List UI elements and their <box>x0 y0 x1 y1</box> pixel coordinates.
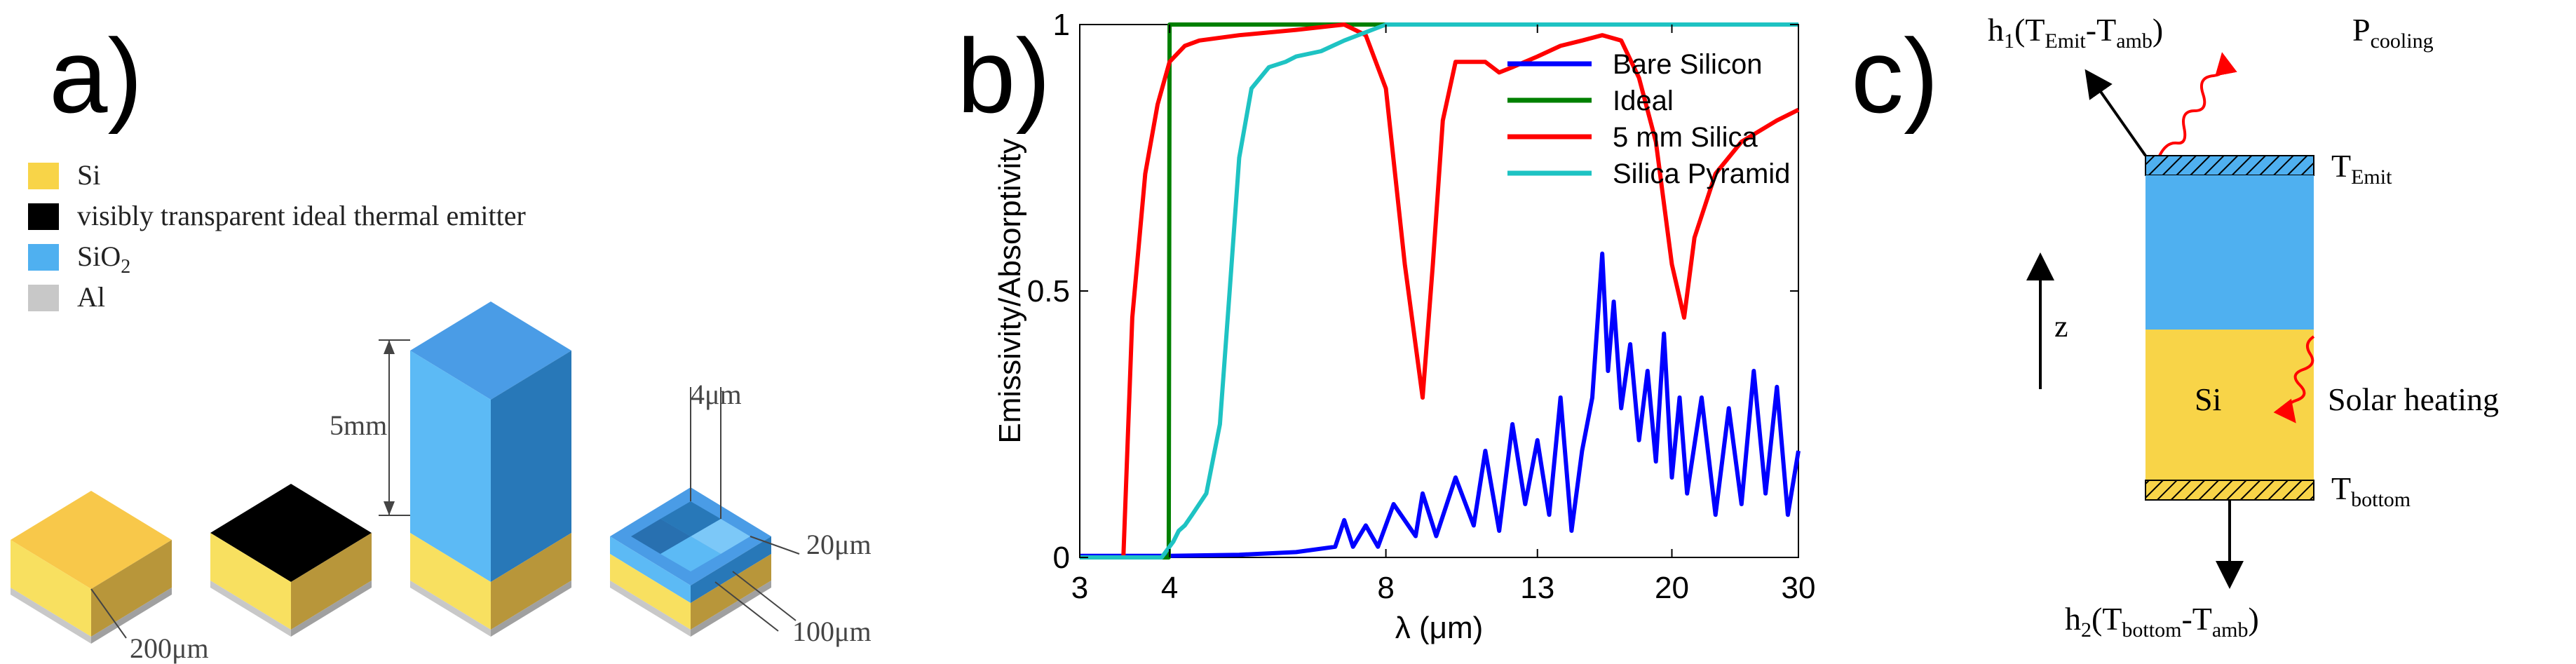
legend-label: 5 mm Silica <box>1613 122 1758 153</box>
panel-c-figure: c) h1(TEmit-Tamb) Pcooling TEmit z Si So… <box>1851 12 2499 642</box>
x-tick-label: 30 <box>1782 571 1816 605</box>
legend-swatch-al <box>28 285 59 311</box>
y-tick-label: 0 <box>1053 541 1070 575</box>
legend-swatch-sio2 <box>28 244 59 271</box>
legend-label: Bare Silicon <box>1613 49 1762 80</box>
x-tick-label: 20 <box>1655 571 1689 605</box>
series-line-bare-silicon <box>1080 251 1801 558</box>
dim-5mm: 5mm <box>330 409 387 441</box>
legend-swatch-emitter <box>28 203 59 230</box>
dim-20um: 20μm <box>806 529 872 560</box>
silica-block: 5mm <box>330 301 571 637</box>
panel-c: c) h1(TEmit-Tamb) Pcooling TEmit z Si So… <box>1851 0 2576 664</box>
legend-label-sio2: SiO2 <box>77 240 130 278</box>
panel-b-label: b) <box>957 17 1050 135</box>
h2-label: h2(Tbottom-Tamb) <box>2065 601 2259 642</box>
series-line-silica-pyramid <box>1080 22 1798 560</box>
emitter-block <box>210 484 372 637</box>
x-tick-label: 13 <box>1520 571 1554 605</box>
x-axis-label: λ (μm) <box>1395 611 1484 645</box>
panel-a-figure: a) Si visibly transparent ideal thermal … <box>11 17 872 664</box>
panel-b: b) 3 4 8 13 20 30 0 0.5 1 λ (μm) Emissivity/Absorp… <box>954 0 1851 664</box>
h1-arrow <box>2084 69 2147 157</box>
t-emit-label: TEmit <box>2331 148 2392 189</box>
bare-silicon-block: 200μm <box>11 491 209 664</box>
x-tick-label: 3 <box>1071 571 1088 605</box>
p-cooling-label: Pcooling <box>2352 12 2434 53</box>
solar-wave <box>2273 335 2315 424</box>
p-cooling-wave <box>2158 52 2237 156</box>
series-line-5-mm-silica <box>1080 22 1800 560</box>
dim-100um: 100μm <box>792 616 872 647</box>
y-tick-label: 0.5 <box>1027 274 1070 309</box>
dim-200um: 200μm <box>130 632 209 664</box>
dim-4um: 4μm <box>691 379 742 410</box>
legend-label-si: Si <box>77 159 100 191</box>
emissivity-chart: b) 3 4 8 13 20 30 0 0.5 1 λ (μm) Emissivity/Absorp… <box>957 8 1816 645</box>
legend-label-emitter: visibly transparent ideal thermal emitte… <box>77 200 526 231</box>
bottom-layer <box>2145 480 2314 501</box>
sio2-layer <box>2145 175 2314 330</box>
t-bottom-label: Tbottom <box>2331 470 2411 511</box>
y-axis-label: Emissivity/Absorptivity <box>993 138 1027 443</box>
legend-swatch-si <box>28 163 59 189</box>
emitter-layer <box>2145 155 2314 176</box>
panel-a-label: a) <box>49 17 142 135</box>
legend: Si visibly transparent ideal thermal emi… <box>28 159 526 313</box>
si-label: Si <box>2195 381 2221 417</box>
y-tick-label: 1 <box>1053 8 1070 42</box>
x-tick-label: 4 <box>1161 571 1178 605</box>
x-tick-label: 8 <box>1377 571 1394 605</box>
panel-a: a) Si visibly transparent ideal thermal … <box>0 0 954 664</box>
pyramid-block: 4μm 20μm 100μm <box>610 379 872 647</box>
h1-label: h1(TEmit-Tamb) <box>1988 12 2163 53</box>
panel-c-label: c) <box>1851 17 1939 135</box>
legend-label: Silica Pyramid <box>1613 158 1790 189</box>
solar-heating-label: Solar heating <box>2328 381 2499 417</box>
legend-label: Ideal <box>1613 86 1674 116</box>
legend-label-al: Al <box>77 281 105 313</box>
z-label: z <box>2054 309 2068 344</box>
